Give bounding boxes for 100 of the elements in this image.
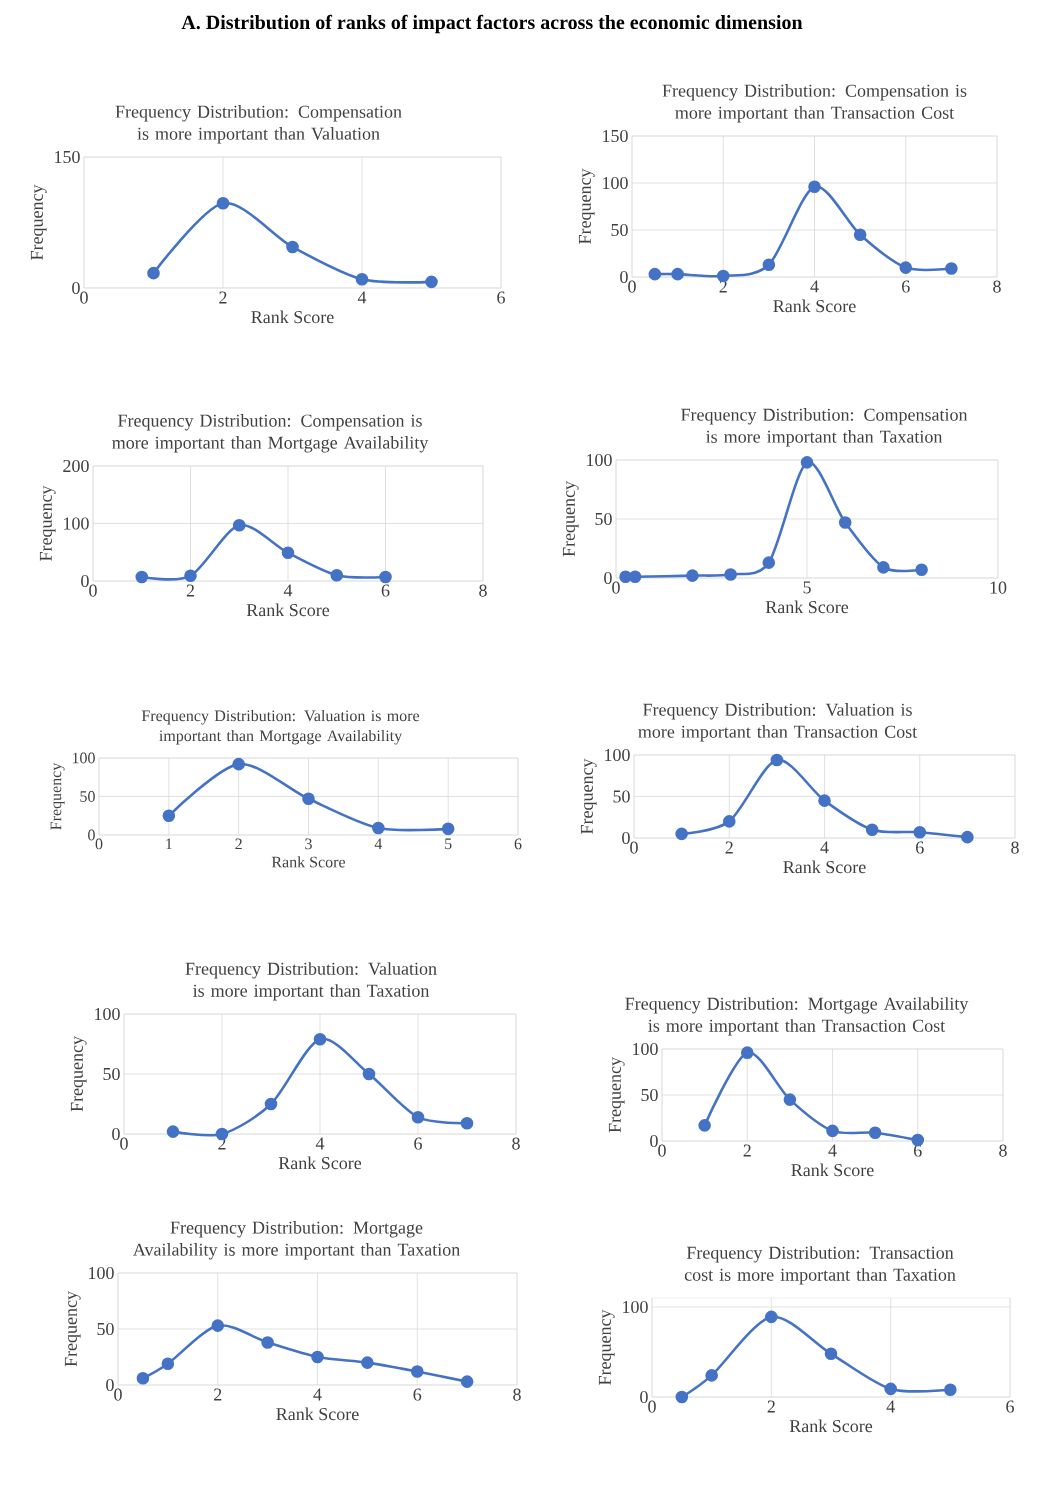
point <box>945 262 958 275</box>
point <box>762 556 776 569</box>
x-tick-label: 6 <box>916 841 924 854</box>
y-tick-label: 50 <box>80 791 95 802</box>
point <box>762 258 776 272</box>
text: A. Distribution of ranks of impact factors across the economic dimension <box>181 14 803 34</box>
y-tick-label: 50 <box>611 223 628 237</box>
point <box>261 1336 274 1349</box>
x-tick-label: 8 <box>479 584 487 597</box>
x-tick-label: 6 <box>1006 1400 1014 1413</box>
x-tick-label: 8 <box>999 1144 1007 1157</box>
point <box>705 1369 718 1382</box>
x-axis-title: Rank Score <box>789 1419 873 1433</box>
x-tick-label: 4 <box>313 1388 322 1401</box>
point <box>824 1347 838 1361</box>
point <box>379 570 392 584</box>
point <box>800 456 814 469</box>
point <box>783 1093 797 1106</box>
point <box>724 568 737 581</box>
y-tick-label: 150 <box>55 150 80 164</box>
x-tick-label: 2 <box>767 1400 775 1413</box>
chart-title: Frequency Distribution: Valuation is more important than Transaction Cost <box>638 703 918 742</box>
point <box>136 1371 150 1385</box>
y-axis-title: Frequency <box>580 758 597 834</box>
y-tick-label: 50 <box>613 790 630 803</box>
x-tick-label: 6 <box>514 838 522 850</box>
point <box>628 570 642 584</box>
x-tick-label: 4 <box>283 584 293 597</box>
x-tick-label: 2 <box>743 1144 751 1157</box>
x-tick-label: 8 <box>1011 841 1019 854</box>
x-tick-label: 6 <box>413 1388 422 1401</box>
y-tick-label: 100 <box>89 1266 114 1280</box>
y-axis-title: Frequency <box>64 1291 81 1367</box>
point <box>147 266 160 280</box>
x-tick-label: 6 <box>497 291 505 304</box>
point <box>264 1097 278 1111</box>
point <box>765 1310 778 1324</box>
point <box>162 809 176 823</box>
y-axis-title: Frequency <box>30 184 47 260</box>
x-tick-label: 8 <box>512 1137 520 1150</box>
x-axis-title: Rank Score <box>791 1163 874 1177</box>
x-axis-title: Rank Score <box>783 860 866 874</box>
x-tick-label: 4 <box>820 841 829 854</box>
y-axis-title: Frequency <box>598 1309 615 1385</box>
point <box>740 1046 754 1059</box>
chart-title: Frequency Distribution: Valuation is more important than Taxation <box>185 962 437 1001</box>
point <box>944 1383 957 1397</box>
x-tick-label: 2 <box>725 841 733 854</box>
point <box>915 563 928 577</box>
point <box>884 1382 897 1396</box>
point <box>330 568 344 582</box>
point <box>675 1390 689 1404</box>
y-tick-label: 100 <box>605 748 630 762</box>
point <box>216 196 230 210</box>
y-tick-label: 150 <box>603 129 628 143</box>
x-axis-title: Rank Score <box>773 299 856 313</box>
point <box>671 267 684 281</box>
y-tick-label: 50 <box>103 1067 120 1081</box>
y-tick-label: 0 <box>88 829 95 841</box>
x-tick-label: 2 <box>186 584 195 597</box>
x-tick-label: 8 <box>993 280 1001 293</box>
point <box>211 1319 225 1332</box>
point <box>716 269 730 283</box>
chart-title: Frequency Distribution: Valuation is more important than Mortgage Availability <box>141 709 420 745</box>
x-tick-label: 3 <box>305 838 312 850</box>
point <box>425 275 438 289</box>
x-tick-label: 4 <box>357 291 367 304</box>
y-axis-title: Frequency <box>562 481 579 557</box>
y-axis-title: Frequency <box>39 485 56 561</box>
x-tick-label: 4 <box>810 280 819 293</box>
point <box>184 569 197 583</box>
y-axis-title: Frequency <box>608 1057 625 1133</box>
x-tick-label: 0 <box>658 1144 666 1157</box>
point <box>899 261 913 274</box>
point <box>135 570 149 584</box>
x-axis-title: Rank Score <box>271 856 346 868</box>
y-tick-label: 50 <box>97 1322 114 1336</box>
point <box>675 827 688 841</box>
point <box>361 1356 374 1369</box>
y-tick-label: 0 <box>620 270 628 284</box>
chart-title: Frequency Distribution: Transaction cost is more important than Taxation <box>684 1246 956 1285</box>
y-tick-label: 200 <box>63 459 89 473</box>
y-tick-label: 100 <box>623 1300 648 1314</box>
chart-title: Frequency Distribution: Compensation is more important than Taxation <box>681 408 968 447</box>
point <box>460 1116 474 1130</box>
y-tick-label: 100 <box>72 752 95 764</box>
point <box>686 569 699 582</box>
x-tick-label: 2 <box>219 291 227 304</box>
point <box>281 546 295 560</box>
point <box>460 1375 474 1388</box>
point <box>441 822 455 836</box>
point <box>698 1119 711 1132</box>
point <box>232 757 245 771</box>
y-tick-label: 0 <box>106 1378 114 1392</box>
point <box>770 753 784 767</box>
x-tick-label: 8 <box>513 1388 521 1401</box>
y-tick-label: 100 <box>603 176 628 190</box>
chart-title: Frequency Distribution: Mortgage Availability is more important than Transaction Cost <box>625 997 969 1036</box>
y-tick-label: 0 <box>112 1127 120 1141</box>
x-tick-label: 4 <box>315 1137 325 1150</box>
